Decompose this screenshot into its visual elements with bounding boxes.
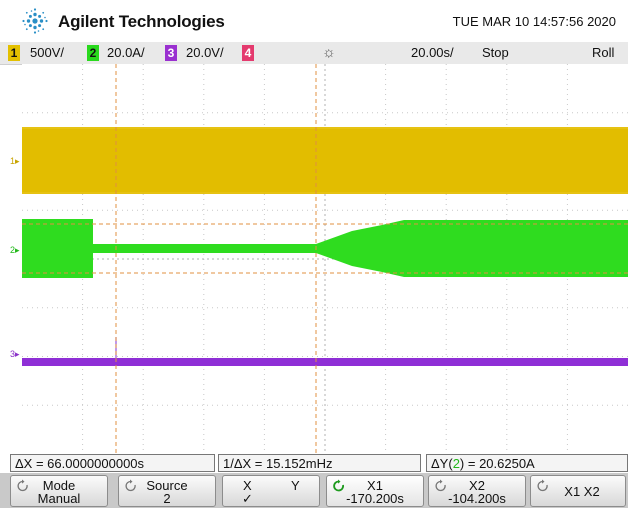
rotate-knob-active-icon bbox=[333, 479, 344, 492]
source-softkey[interactable]: Source 2 bbox=[118, 475, 216, 507]
channel-3-badge[interactable]: 3 bbox=[165, 45, 177, 61]
mode-label: Mode bbox=[42, 478, 76, 493]
x1-value: -170.200s bbox=[346, 491, 404, 506]
channel-2-ground-marker: 2▸ bbox=[10, 245, 20, 255]
x1-x2-softkey[interactable]: X1 X2 bbox=[530, 475, 626, 507]
rotate-knob-icon bbox=[17, 479, 28, 492]
y-label: Y bbox=[291, 478, 300, 493]
x-label: X bbox=[243, 478, 252, 493]
channel-2-trace bbox=[22, 219, 320, 278]
acquisition-mode: Roll bbox=[592, 45, 615, 60]
agilent-spark-logo-icon bbox=[22, 8, 48, 34]
x1-softkey[interactable]: X1 -170.200s bbox=[326, 475, 424, 507]
x1-label: X1 bbox=[367, 478, 383, 493]
channel-3-ground-marker: 3▸ bbox=[10, 349, 20, 359]
header: Agilent Technologies TUE MAR 10 14:57:56… bbox=[0, 0, 628, 42]
channel-2-scale: 20.0A/ bbox=[107, 45, 145, 60]
channel-2-trace-ramp bbox=[316, 220, 628, 277]
time-per-division: 20.00s/ bbox=[411, 45, 454, 60]
mode-value: Manual bbox=[37, 491, 81, 506]
delta-x-readout: ΔX = 66.0000000000s bbox=[10, 454, 215, 472]
source-value: 2 bbox=[163, 491, 171, 506]
x2-softkey[interactable]: X2 -104.200s bbox=[428, 475, 526, 507]
channel-bar: 1 500V/ 2 20.0A/ 3 20.0V/ 4 ☼ 20.00s/ St… bbox=[0, 42, 628, 65]
brand-name: Agilent Technologies bbox=[58, 12, 225, 31]
run-state: Stop bbox=[482, 45, 509, 60]
x-y-softkey[interactable]: X Y ✓ bbox=[222, 475, 320, 507]
x2-value: -104.200s bbox=[448, 491, 506, 506]
channel-3-trace bbox=[22, 358, 628, 366]
channel-1-badge[interactable]: 1 bbox=[8, 45, 20, 61]
channel-1-trace bbox=[22, 127, 628, 194]
inverse-delta-x-readout: 1/ΔX = 15.152mHz bbox=[218, 454, 421, 472]
rotate-knob-icon bbox=[435, 479, 446, 492]
channel-2-badge[interactable]: 2 bbox=[87, 45, 99, 61]
cursor-measurements: ΔX = 66.0000000000s 1/ΔX = 15.152mHz ΔY(… bbox=[10, 454, 628, 472]
channel-1-ground-marker: 1▸ bbox=[10, 156, 20, 166]
sun-trigger-icon: ☼ bbox=[322, 44, 336, 61]
rotate-knob-icon bbox=[537, 479, 548, 492]
x-selected-check: ✓ bbox=[242, 491, 253, 506]
channel-4-badge[interactable]: 4 bbox=[242, 45, 254, 61]
channel-1-scale: 500V/ bbox=[30, 45, 64, 60]
date-time: TUE MAR 10 14:57:56 2020 bbox=[452, 14, 616, 29]
waveform-display[interactable]: 1▸ 2▸ 3▸ bbox=[10, 64, 628, 454]
channel-3-scale: 20.0V/ bbox=[186, 45, 224, 60]
source-label: Source bbox=[146, 478, 188, 493]
x2-label: X2 bbox=[469, 478, 485, 493]
x1-x2-label: X1 X2 bbox=[564, 484, 600, 499]
delta-y-channel: 2 bbox=[452, 456, 460, 471]
rotate-knob-icon bbox=[125, 479, 136, 492]
softkey-bar: Mode Manual Source 2 X Y ✓ X1 -170.200s … bbox=[0, 473, 628, 508]
waveform-traces bbox=[22, 64, 628, 454]
delta-y-readout: ΔY(2) = 20.6250A bbox=[426, 454, 628, 472]
mode-softkey[interactable]: Mode Manual bbox=[10, 475, 108, 507]
